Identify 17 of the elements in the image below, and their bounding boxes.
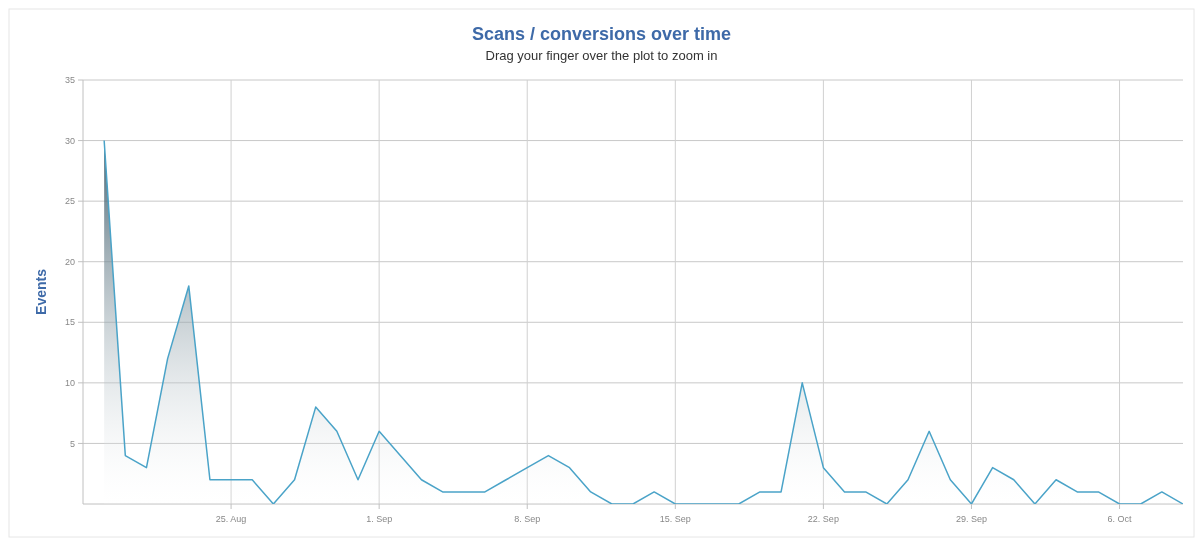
y-tick-label: 30 [64, 135, 75, 146]
x-tick-label: 29. Sep [955, 514, 987, 524]
chart-title: Scans / conversions over time [471, 24, 732, 44]
y-tick-label: 15 [64, 317, 75, 328]
y-tick-label: 5 [69, 438, 75, 449]
x-tick-label: 15. Sep [659, 514, 691, 524]
y-tick-label: 10 [64, 378, 75, 389]
x-tick-label: 8. Sep [514, 514, 541, 524]
y-tick-label: 25 [64, 196, 75, 207]
x-tick-label: 1. Sep [366, 514, 393, 524]
y-axis-title: Events [33, 268, 49, 315]
x-tick-label: 22. Sep [807, 514, 839, 524]
x-tick-label: 6. Oct [1107, 514, 1133, 524]
chart-subtitle: Drag your finger over the plot to zoom in [485, 48, 718, 63]
x-tick-label: 25. Aug [215, 514, 247, 524]
y-tick-label: 35 [64, 75, 75, 86]
y-tick-label: 20 [64, 256, 75, 267]
